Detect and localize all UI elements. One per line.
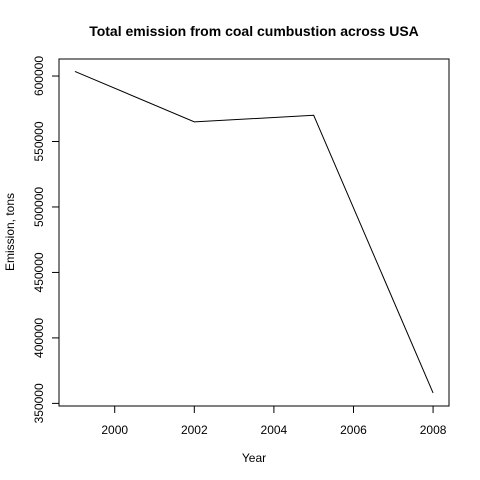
x-tick-label: 2002: [181, 423, 208, 437]
x-tick-label: 2004: [261, 423, 288, 437]
y-tick-label: 500000: [32, 187, 46, 227]
y-tick-label: 600000: [32, 56, 46, 96]
y-tick-label: 400000: [32, 318, 46, 358]
x-tick-label: 2006: [340, 423, 367, 437]
y-axis-label: Emission, tons: [3, 193, 17, 271]
x-tick-label: 2008: [420, 423, 447, 437]
y-tick-label: 450000: [32, 252, 46, 292]
x-tick-label: 2000: [101, 423, 128, 437]
series-line: [74, 70, 434, 394]
x-axis: 2000 2002 2004 2006 2008: [101, 406, 447, 437]
plot-area-frame: [58, 58, 450, 407]
y-tick-label: 350000: [32, 383, 46, 423]
x-axis-label: Year: [242, 451, 266, 465]
y-axis: 350000 400000 450000 500000 550000 600000: [32, 56, 59, 423]
series-layer: [74, 70, 434, 394]
chart-title: Total emission from coal cumbustion acro…: [89, 23, 419, 39]
y-tick-label: 550000: [32, 121, 46, 161]
